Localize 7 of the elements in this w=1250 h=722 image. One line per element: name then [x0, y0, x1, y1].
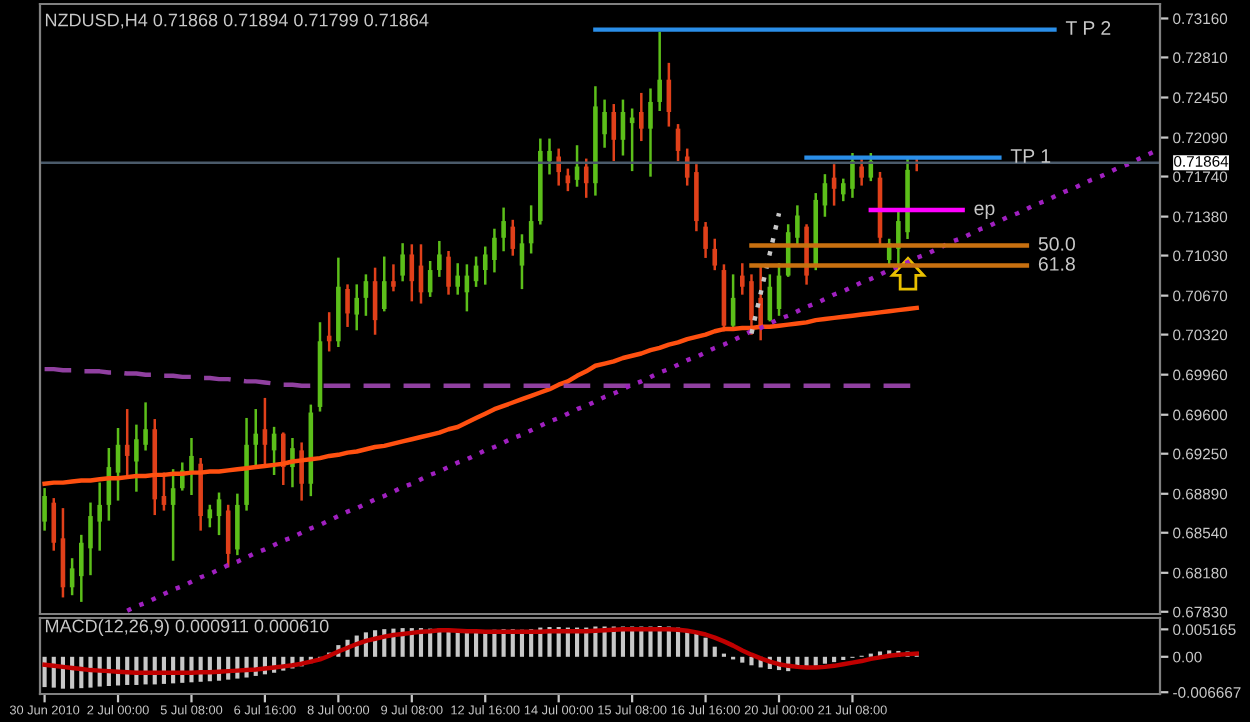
series-label: ep [974, 204, 995, 219]
series-label: 50.0 [1038, 237, 1075, 251]
chart-title: MACD(12,26,9) 0.000911 0.000610 [45, 619, 329, 636]
chart-title: NZDUSD,H4 0.71868 0.71894 0.71799 0.71864 [45, 13, 429, 29]
series-label: T P 2 [1065, 21, 1111, 35]
series-label: TP 1 [1010, 149, 1051, 163]
series-label: 61.8 [1038, 257, 1075, 271]
